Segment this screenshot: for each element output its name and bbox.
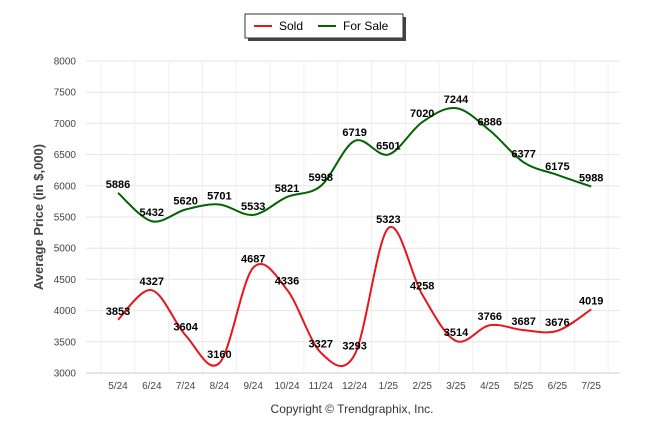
axes: 3000 3500 4000 4500 5000 5500 6000 6500 7000 7500… [54,57,620,392]
data-label-for-sale: 6719 [342,127,366,139]
x-tick-label: 12/24 [342,381,367,392]
y-tick-label: 5500 [54,213,77,224]
data-label-sold: 3293 [342,341,366,353]
data-label-sold: 3687 [511,316,535,328]
data-labels: 3853 4327 3604 3160 4687 4336 3327 3293 5323 4258… [106,94,604,361]
data-label-for-sale: 5620 [173,196,197,208]
x-tick-label: 11/24 [309,381,334,392]
data-label-sold: 3853 [106,306,130,318]
y-tick-label: 3500 [54,337,77,348]
x-tick-label: 5/24 [108,381,128,392]
data-label-for-sale: 6886 [478,117,502,129]
data-label-for-sale: 5701 [207,190,231,202]
y-tick-label: 5000 [54,244,77,255]
data-label-for-sale: 5988 [579,173,603,185]
x-tick-label: 6/25 [548,381,568,392]
data-label-for-sale: 6501 [376,141,400,153]
data-label-sold: 3676 [545,317,569,329]
legend-label-sold: Sold [279,19,303,33]
x-tick-label: 3/25 [446,381,466,392]
series [117,107,592,368]
series-line-sold [117,225,592,368]
data-label-sold: 4336 [275,276,299,288]
data-label-sold: 3766 [478,311,502,323]
y-tick-label: 6500 [54,150,77,161]
y-tick-label: 6000 [54,181,77,192]
data-label-for-sale: 6377 [511,148,535,160]
y-axis-label: Average Price (in $,000) [31,144,46,290]
data-label-for-sale: 5886 [106,179,130,191]
y-tick-label: 7000 [54,119,77,130]
y-tick-label: 4500 [54,275,77,286]
data-label-for-sale: 7244 [444,94,469,106]
data-label-for-sale: 5432 [140,207,164,219]
x-tick-label: 7/25 [581,381,601,392]
y-tick-label: 8000 [54,57,77,68]
data-label-sold: 4687 [241,254,265,266]
legend-label-for-sale: For Sale [343,19,389,33]
x-tick-label: 6/24 [142,381,162,392]
data-label-sold: 3160 [207,349,231,361]
data-label-sold: 3514 [444,327,469,339]
x-tick-label: 4/25 [480,381,500,392]
x-tick-label: 1/25 [379,381,399,392]
data-label-sold: 4019 [579,295,603,307]
copyright-credit: Copyright © Trendgraphix, Inc. [271,402,434,416]
x-tick-label: 7/24 [176,381,196,392]
y-tick-label: 4000 [54,306,77,317]
data-label-for-sale: 5533 [241,201,265,213]
y-tick-label: 7500 [54,88,77,99]
x-tick-label: 5/25 [514,381,534,392]
data-label-sold: 4327 [140,276,164,288]
legend: Sold For Sale [244,13,406,41]
x-tick-label: 10/24 [274,381,299,392]
data-label-sold: 4258 [410,281,434,293]
data-label-for-sale: 5998 [309,172,333,184]
data-label-sold: 3327 [309,339,333,351]
grid [86,60,620,374]
y-tick-label: 3000 [54,369,77,380]
data-label-sold: 5323 [376,214,400,226]
data-label-for-sale: 6175 [545,161,569,173]
x-tick-label: 2/25 [412,381,432,392]
x-tick-label: 9/24 [243,381,263,392]
series-line-for-sale [117,107,592,223]
data-label-for-sale: 7020 [410,108,434,120]
data-label-for-sale: 5821 [275,183,299,195]
data-label-sold: 3604 [173,321,198,333]
x-tick-label: 8/24 [210,381,230,392]
